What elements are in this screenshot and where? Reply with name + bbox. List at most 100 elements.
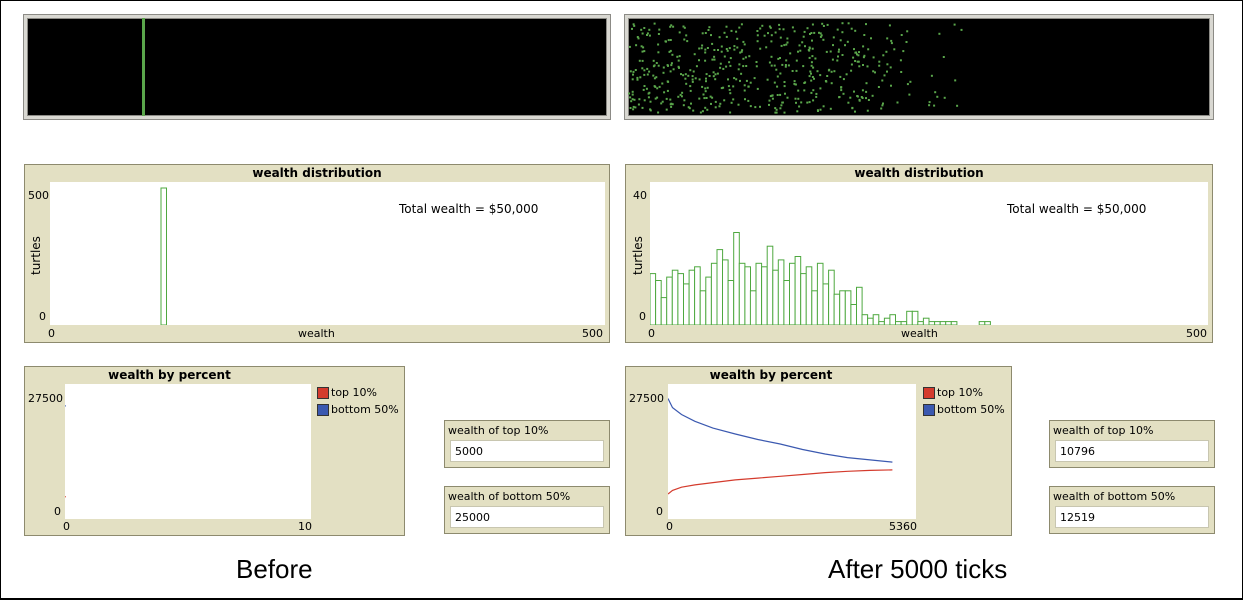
- turtle: [749, 81, 752, 84]
- turtle: [800, 101, 803, 104]
- turtle: [818, 31, 820, 34]
- turtle: [811, 39, 813, 42]
- histogram-bar: [878, 321, 885, 325]
- turtle: [701, 110, 704, 113]
- turtle: [862, 56, 865, 59]
- turtle: [936, 95, 939, 98]
- turtle-column: [142, 18, 145, 116]
- plot-area: Total wealth = $50,000: [50, 182, 605, 325]
- histogram-bar: [844, 290, 852, 325]
- turtle: [786, 96, 789, 99]
- turtle: [741, 49, 744, 52]
- turtle: [704, 90, 707, 93]
- y-min-label: 0: [639, 310, 646, 323]
- turtle: [685, 82, 688, 85]
- turtle: [850, 27, 853, 30]
- turtle: [827, 69, 830, 72]
- turtle: [783, 44, 786, 47]
- turtle: [643, 50, 646, 53]
- turtle: [737, 68, 740, 71]
- turtle: [732, 98, 735, 101]
- turtle: [678, 66, 680, 69]
- turtle: [693, 53, 696, 56]
- histogram-bars: [650, 232, 991, 325]
- turtle: [733, 48, 736, 51]
- histogram-bar: [794, 256, 802, 325]
- turtle: [930, 74, 933, 77]
- turtle: [656, 96, 659, 99]
- turtle: [747, 85, 750, 88]
- turtle: [768, 103, 770, 106]
- turtle: [629, 107, 632, 109]
- turtle: [756, 34, 759, 37]
- world-view-before[interactable]: [24, 15, 610, 119]
- histogram-bar: [816, 262, 824, 325]
- turtle: [886, 63, 889, 66]
- turtle: [842, 78, 845, 81]
- histogram-bar: [984, 321, 991, 325]
- turtle: [830, 82, 833, 85]
- turtle: [850, 69, 853, 72]
- turtle: [783, 85, 786, 88]
- turtle: [713, 49, 716, 51]
- turtle: [853, 48, 855, 51]
- turtle: [632, 108, 635, 111]
- world-view-after[interactable]: [625, 15, 1213, 119]
- turtle: [671, 103, 674, 106]
- turtle: [643, 69, 646, 72]
- turtle: [786, 41, 789, 44]
- turtle: [698, 97, 701, 100]
- histogram-plot-before[interactable]: wealth distribution Total wealth = $50,0…: [24, 164, 610, 343]
- turtle: [645, 87, 648, 90]
- turtle: [699, 111, 702, 114]
- turtle: [684, 77, 687, 80]
- turtle: [708, 75, 711, 77]
- turtle: [853, 90, 855, 93]
- turtle: [680, 73, 682, 76]
- turtle: [811, 55, 814, 58]
- histogram-bar: [694, 266, 701, 325]
- turtle: [841, 22, 844, 25]
- turtle: [687, 106, 690, 109]
- turtle: [652, 74, 655, 77]
- turtle: [653, 85, 656, 88]
- histogram-bar: [945, 321, 952, 325]
- turtle: [669, 49, 672, 52]
- turtle: [810, 91, 813, 94]
- histogram-bar: [783, 280, 790, 325]
- turtle: [794, 97, 797, 100]
- turtle: [775, 108, 778, 111]
- legend-label: bottom 50%: [331, 403, 399, 416]
- turtle: [822, 25, 825, 27]
- histogram-plot-after[interactable]: wealth distribution Total wealth = $50,0…: [625, 164, 1213, 343]
- turtle: [698, 59, 700, 62]
- turtle: [641, 50, 644, 53]
- histogram-bar: [922, 317, 930, 325]
- percent-plot-before[interactable]: wealth by percent 27500 0 0 10 top 10% b…: [24, 366, 405, 536]
- turtle: [890, 39, 893, 42]
- histogram-bar: [811, 290, 818, 325]
- turtle: [776, 75, 779, 78]
- turtle: [900, 71, 903, 73]
- turtle: [641, 32, 644, 35]
- turtle: [867, 99, 870, 101]
- turtle: [705, 73, 708, 76]
- turtle: [899, 59, 902, 62]
- turtle: [652, 65, 655, 68]
- histogram-bar: [900, 321, 908, 325]
- x-min-label: 0: [63, 520, 70, 533]
- turtle: [846, 40, 849, 43]
- turtle: [783, 111, 786, 114]
- turtle: [784, 64, 787, 66]
- turtle: [670, 62, 673, 65]
- percent-plot-after[interactable]: wealth by percent 27500 0 0 5360 top 10%…: [625, 366, 1012, 536]
- x-axis-title: wealth: [901, 327, 938, 340]
- turtle: [872, 70, 875, 73]
- turtle: [642, 46, 645, 49]
- turtle: [863, 54, 866, 57]
- turtle: [744, 56, 747, 59]
- turtle: [819, 87, 822, 90]
- turtle: [886, 37, 889, 40]
- turtle: [638, 59, 641, 62]
- plot-title: wealth by percent: [108, 368, 231, 382]
